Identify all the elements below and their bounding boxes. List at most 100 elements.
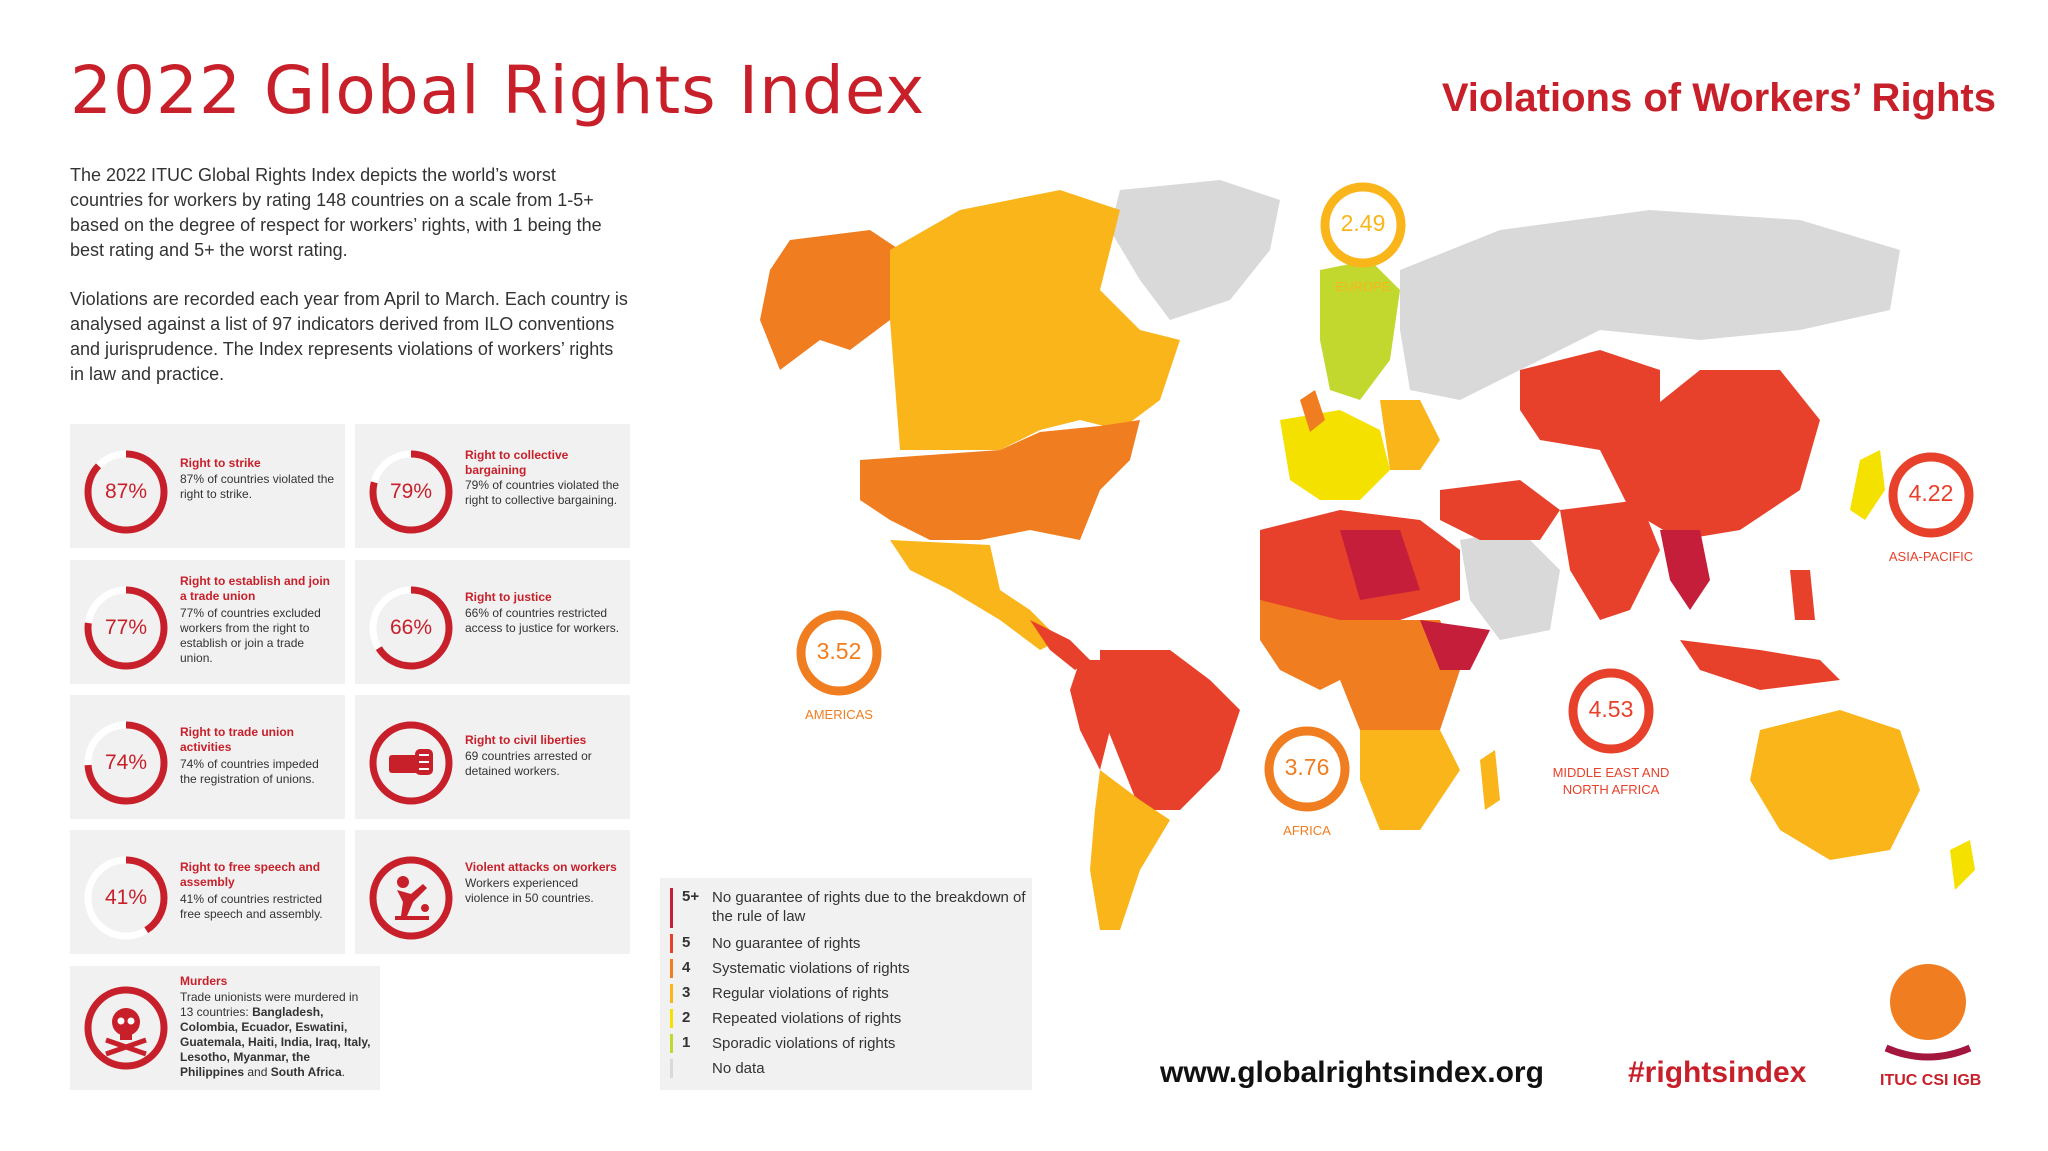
legend-text: Repeated violations of rights bbox=[712, 1010, 902, 1027]
legend-swatch bbox=[670, 984, 673, 1003]
map-region-indonesia bbox=[1680, 640, 1840, 690]
legend-text: Systematic violations of rights bbox=[712, 960, 910, 977]
map-region-southern-cone bbox=[1090, 770, 1170, 930]
legend-item: 1 Sporadic violations of rights bbox=[670, 1034, 1032, 1054]
stat-title: Right to establish and join a trade unio… bbox=[180, 574, 330, 603]
stat-description: 77% of countries excluded workers from t… bbox=[180, 606, 321, 665]
legend-code: 3 bbox=[682, 984, 691, 1001]
map-region-horn-of-africa bbox=[1420, 620, 1490, 670]
progress-ring bbox=[84, 586, 168, 670]
legend-text: No data bbox=[712, 1060, 765, 1077]
progress-ring-fill bbox=[84, 586, 168, 670]
hashtag: #rightsindex bbox=[1628, 1056, 1807, 1089]
legend-item: No data bbox=[670, 1059, 1032, 1079]
map-region-southeast-asia bbox=[1660, 530, 1710, 610]
stat-title: Right to free speech and assembly bbox=[180, 860, 321, 889]
map-region-central-asia bbox=[1520, 350, 1660, 450]
ituc-logo-icon bbox=[1884, 964, 1972, 1061]
map-region-central-africa bbox=[1340, 620, 1460, 750]
fist-icon bbox=[369, 721, 453, 805]
stat-percent: 77% bbox=[104, 616, 148, 639]
region-label-europe: EUROPE bbox=[1335, 279, 1391, 294]
murders-intro: Trade unionists were murdered in 13 coun… bbox=[180, 990, 359, 1019]
stat-description: 66% of countries restricted access to ju… bbox=[465, 606, 620, 635]
website-link[interactable]: www.globalrightsindex.org bbox=[1160, 1056, 1544, 1089]
stat-card-civil-liberties: Right to civil liberties 69 countries ar… bbox=[355, 695, 630, 819]
stat-title: Violent attacks on workers bbox=[465, 860, 617, 874]
stat-card-establish-union: 77% Right to establish and join a trade … bbox=[70, 560, 345, 684]
legend-code: 5+ bbox=[682, 888, 700, 905]
region-label-africa: AFRICA bbox=[1283, 823, 1331, 838]
progress-ring bbox=[369, 586, 453, 670]
map-region-new-zealand bbox=[1950, 840, 1975, 890]
world-map bbox=[760, 180, 1975, 930]
map-region-arabia bbox=[1460, 530, 1560, 640]
legend-swatch bbox=[670, 959, 673, 978]
stat-description: 87% of countries violated the right to s… bbox=[180, 472, 335, 501]
region-label-asia-pacific: ASIA-PACIFIC bbox=[1888, 549, 1974, 564]
progress-ring bbox=[84, 721, 168, 805]
map-region-central-america bbox=[1030, 620, 1090, 670]
legend-item: 4 Systematic violations of rights bbox=[670, 959, 1032, 979]
legend-swatch bbox=[670, 888, 673, 928]
map-region-uk bbox=[1300, 390, 1325, 432]
region-label-mena: MIDDLE EAST AND NORTH AFRICA bbox=[1552, 765, 1670, 797]
stat-percent: 74% bbox=[104, 751, 148, 774]
stat-description: Workers experienced violence in 50 count… bbox=[465, 876, 594, 905]
legend-swatch bbox=[670, 1059, 673, 1078]
stat-percent: 66% bbox=[389, 616, 433, 639]
map-region-scandinavia bbox=[1320, 260, 1400, 400]
progress-ring-fill bbox=[369, 450, 453, 534]
region-label-americas: AMERICAS bbox=[805, 707, 873, 722]
progress-ring bbox=[84, 856, 168, 940]
stat-title: Right to justice bbox=[465, 590, 552, 604]
stat-card-justice: 66% Right to justice 66% of countries re… bbox=[355, 560, 630, 684]
progress-ring-fill bbox=[84, 856, 168, 940]
stat-description: 69 countries arrested or detained worker… bbox=[465, 749, 592, 778]
progress-ring bbox=[84, 450, 168, 534]
legend-code: 2 bbox=[682, 1009, 691, 1026]
map-region-usa bbox=[860, 420, 1140, 540]
legend-text: Sporadic violations of rights bbox=[712, 1035, 896, 1052]
stat-title: Right to collective bargaining bbox=[465, 448, 569, 477]
legend-code: 1 bbox=[682, 1034, 691, 1051]
legend-swatch bbox=[670, 934, 673, 953]
region-value-europe: 2.49 bbox=[1340, 210, 1386, 236]
progress-ring-fill bbox=[84, 721, 168, 805]
legend-text: No guarantee of rights bbox=[712, 935, 861, 952]
stat-percent: 41% bbox=[104, 886, 148, 909]
stat-description: 41% of countries restricted free speech … bbox=[180, 892, 323, 921]
stat-title: Right to trade union activities bbox=[180, 725, 294, 754]
page-title: 2022 Global Rights Index bbox=[70, 52, 926, 129]
map-legend: 5+ No guarantee of rights due to the bre… bbox=[660, 878, 1032, 1090]
stat-card-violent-attacks: Violent attacks on workers Workers exper… bbox=[355, 830, 630, 954]
map-region-philippines bbox=[1790, 570, 1815, 620]
map-region-brazil bbox=[1100, 650, 1240, 810]
region-value-asia-pacific: 4.22 bbox=[1908, 480, 1954, 506]
map-region-libya bbox=[1340, 530, 1420, 600]
progress-ring-fill bbox=[369, 586, 453, 670]
murders-title: Murders bbox=[180, 974, 228, 988]
map-region-west-africa bbox=[1260, 600, 1360, 690]
map-region-alaska bbox=[760, 230, 900, 370]
region-ring-mena bbox=[1568, 668, 1654, 754]
stat-card-collective-bargaining: 79% Right to collective bargaining 79% o… bbox=[355, 424, 630, 548]
legend-item: 5+ No guarantee of rights due to the bre… bbox=[670, 888, 1032, 928]
map-region-south-asia bbox=[1560, 500, 1660, 620]
legend-item: 5 No guarantee of rights bbox=[670, 934, 1032, 954]
logo-text: ITUC CSI IGB bbox=[1880, 1072, 1982, 1089]
stat-card-union-activities: 74% Right to trade union activities 74% … bbox=[70, 695, 345, 819]
region-ring-africa bbox=[1264, 726, 1350, 812]
legend-code: 5 bbox=[682, 934, 691, 951]
map-region-madagascar bbox=[1480, 750, 1500, 810]
stat-title: Right to civil liberties bbox=[465, 733, 587, 747]
map-region-eastern-europe bbox=[1380, 400, 1440, 470]
map-region-middle-east bbox=[1440, 480, 1560, 540]
intro-paragraph-1: The 2022 ITUC Global Rights Index depict… bbox=[70, 165, 602, 260]
region-ring-asia-pacific bbox=[1888, 452, 1974, 538]
legend-item: 3 Regular violations of rights bbox=[670, 984, 1032, 1004]
stat-description: 74% of countries impeded the registratio… bbox=[180, 757, 319, 786]
skull-icon bbox=[84, 986, 168, 1070]
map-region-japan bbox=[1850, 450, 1885, 520]
page-subtitle: Violations of Workers’ Rights bbox=[1441, 76, 1996, 120]
